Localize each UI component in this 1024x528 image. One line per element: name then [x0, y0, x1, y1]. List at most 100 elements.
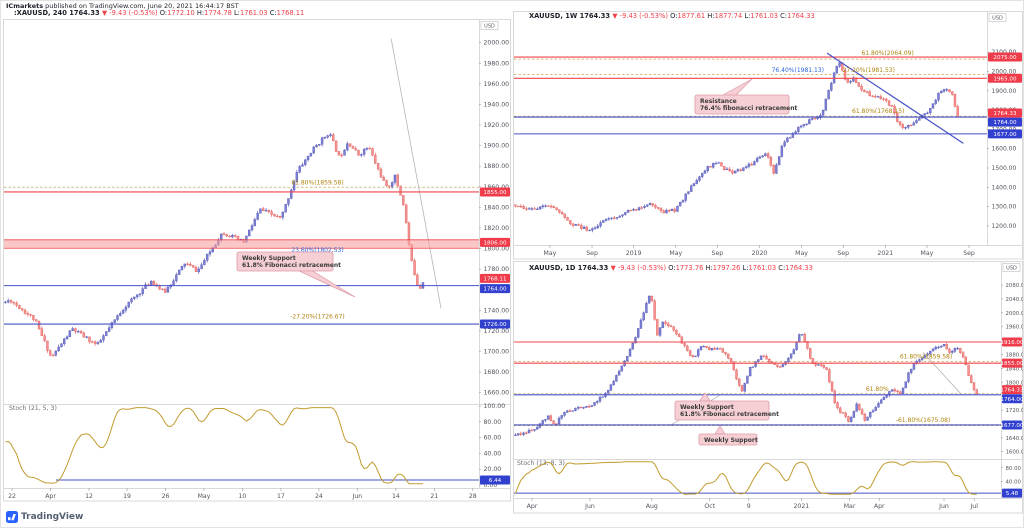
publish-info: published on TradingView.com, June 20, 2…: [43, 2, 239, 10]
candle-body: [357, 149, 360, 156]
candle-body: [189, 263, 192, 266]
candle-body: [816, 117, 819, 119]
candle-body: [591, 228, 594, 231]
candle-body: [290, 189, 293, 199]
candle-body: [931, 103, 935, 109]
candle-body: [284, 204, 287, 213]
candle-body: [525, 208, 528, 210]
candle-body: [709, 166, 712, 168]
candle-body: [896, 390, 899, 393]
price-tick-label: 1840.00: [1006, 366, 1024, 372]
candle-body: [538, 423, 542, 428]
candle-body: [588, 229, 591, 232]
candle-body: [747, 163, 751, 167]
candle-body: [637, 328, 640, 338]
time-tick-label: 12: [85, 493, 93, 500]
candle-body: [362, 148, 366, 155]
price-badge-bg: [480, 237, 510, 247]
candle-body: [876, 96, 880, 98]
candle-body: [702, 346, 705, 348]
candle-body: [787, 357, 790, 362]
candle-body: [514, 204, 517, 207]
candle-body: [320, 137, 324, 145]
candle-body: [703, 170, 707, 174]
candle-body: [519, 433, 523, 435]
candle-body: [912, 363, 916, 370]
candle-body: [557, 417, 561, 425]
candle-body: [544, 419, 547, 421]
candle-body: [580, 225, 583, 229]
price-tick-label: 1980.00: [484, 60, 510, 67]
candle-body: [390, 182, 394, 187]
candle-body: [396, 174, 399, 187]
candle-body: [124, 306, 128, 311]
price-tick-label: 1960.00: [1006, 325, 1024, 331]
callout-text: 61.8% Fibonacci retracement: [680, 411, 779, 418]
candle-body: [60, 343, 63, 348]
candle-body: [687, 191, 690, 195]
candle-body: [659, 208, 663, 212]
price-tick-label: 1860.00: [484, 184, 510, 191]
candle-body: [667, 323, 670, 327]
candle-body: [219, 233, 223, 241]
candle-body: [558, 209, 561, 213]
candle-body: [552, 420, 555, 424]
candle-body: [945, 89, 948, 91]
d1-stoch-line: [514, 461, 977, 495]
candle-body: [780, 145, 784, 157]
candle-body: [273, 214, 276, 217]
h4-fib-label: 23.60%(1802.53): [291, 247, 343, 254]
candle-body: [753, 161, 756, 166]
candle-body: [698, 176, 701, 181]
price-badge-label: 5.48: [1006, 491, 1019, 497]
candle-body: [374, 155, 377, 164]
price-badge-bg: [988, 129, 1022, 139]
candle-body: [560, 415, 563, 419]
candle-body: [37, 321, 41, 329]
candle-body: [646, 204, 649, 207]
header-part: 1768.11: [276, 9, 305, 17]
candle-body: [669, 325, 673, 327]
candle-body: [926, 353, 929, 356]
candle-body: [706, 166, 709, 172]
candle-body: [46, 340, 49, 351]
candle-body: [194, 267, 198, 272]
candle-body: [838, 62, 841, 67]
candle-body: [720, 162, 723, 167]
candle-body: [882, 98, 885, 100]
tradingview-watermark-link[interactable]: TradingView: [6, 511, 83, 523]
candle-body: [413, 260, 416, 276]
candle-body: [337, 151, 341, 156]
candle-body: [54, 350, 58, 356]
time-tick-label: 2019: [626, 250, 642, 257]
candle-body: [664, 321, 667, 324]
price-tick-label: 1700.00: [484, 349, 510, 356]
candle-body: [563, 213, 567, 218]
candle-body: [107, 327, 111, 332]
stoch-tick-label: 0.00: [484, 482, 498, 489]
candle-body: [716, 348, 719, 350]
candle-body: [555, 423, 558, 425]
candle-body: [121, 310, 125, 314]
callout-text: Weekly Support: [704, 437, 758, 444]
price-tick-label: 2080.00: [1006, 283, 1024, 289]
callout-text: Weekly Support: [242, 255, 296, 262]
callout-box: [698, 433, 758, 446]
candle-body: [388, 185, 391, 187]
price-badge-label: 1677.00: [1000, 423, 1024, 429]
price-tick-label: 1300.00: [992, 204, 1017, 211]
candle-body: [692, 183, 696, 186]
d1-currency-chip: [1002, 263, 1021, 272]
time-tick-label: 2021: [793, 503, 809, 510]
candle-body: [651, 203, 654, 206]
time-tick-label: Apr: [45, 493, 56, 500]
h4-stoch-line: [5, 407, 423, 485]
candle-body: [675, 330, 678, 335]
candle-body: [810, 118, 814, 120]
candle-body: [323, 137, 327, 139]
candle-body: [735, 369, 738, 380]
candle-body: [732, 361, 735, 371]
header-part: 1877.61: [677, 12, 708, 20]
